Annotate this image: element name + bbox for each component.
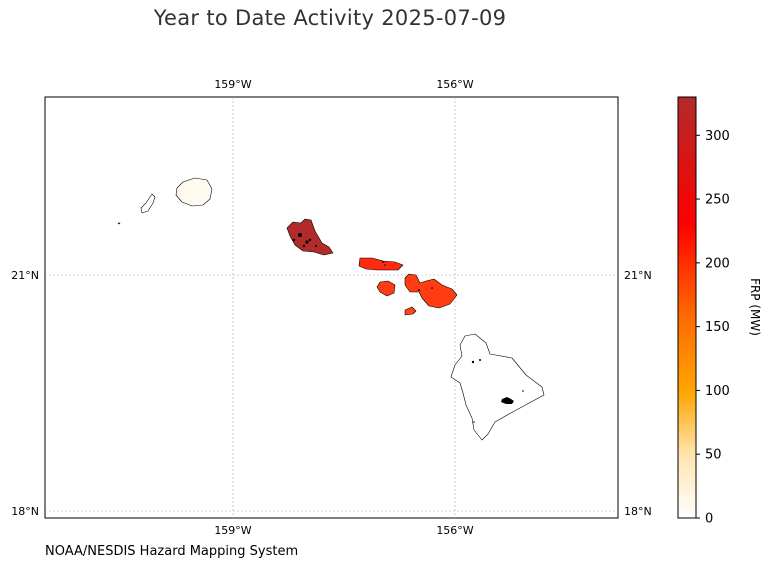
- fire-detections: [292, 233, 524, 423]
- graticule: [45, 97, 618, 518]
- fire-point: [302, 244, 306, 248]
- map-title: Year to Date Activity 2025-07-09: [153, 6, 507, 30]
- island-kauai: [175, 177, 213, 207]
- colorbar-tick-label: 50: [705, 448, 722, 463]
- fire-cluster: [501, 397, 514, 404]
- fire-point: [382, 261, 384, 263]
- island-kahoolawe: [404, 306, 417, 316]
- tick-right-18n: 18°N: [624, 505, 652, 518]
- fire-point: [522, 390, 524, 392]
- tick-left-21n: 21°N: [11, 269, 39, 282]
- fire-point: [384, 264, 386, 266]
- fire-point: [308, 238, 312, 242]
- tick-bottom-156w: 156°W: [436, 524, 473, 537]
- tick-top-159w: 159°W: [214, 78, 251, 91]
- colorbar: [677, 96, 697, 519]
- colorbar-tick-label: 300: [705, 129, 730, 144]
- islet-lehua: [117, 222, 121, 225]
- island-oahu: [286, 218, 334, 256]
- colorbar-tick-label: 0: [705, 512, 713, 527]
- source-credit: NOAA/NESDIS Hazard Mapping System: [45, 544, 299, 559]
- fire-point: [473, 421, 475, 423]
- colorbar-tick-label: 250: [705, 193, 730, 208]
- tick-bottom-159w: 159°W: [214, 524, 251, 537]
- island-molokai: [358, 257, 404, 271]
- fire-point: [315, 245, 317, 247]
- map-frame: [44, 96, 619, 519]
- colorbar-label: FRP (MW): [748, 278, 762, 336]
- fire-point: [479, 359, 481, 361]
- tick-right-21n: 21°N: [624, 269, 652, 282]
- colorbar-tick-label: 150: [705, 320, 730, 335]
- fire-point: [305, 240, 309, 244]
- fire-point: [292, 238, 296, 242]
- island-niihau: [140, 193, 156, 214]
- tick-top-156w: 156°W: [436, 78, 473, 91]
- fire-point: [298, 233, 302, 237]
- tick-left-18n: 18°N: [11, 505, 39, 518]
- island-hawaii: [450, 333, 545, 441]
- island-maui: [404, 273, 458, 309]
- colorbar-ticks: 0 50 100 150 200 250 300: [696, 129, 730, 527]
- colorbar-tick-label: 100: [705, 384, 730, 399]
- fire-point: [431, 287, 433, 289]
- colorbar-tick-label: 200: [705, 256, 730, 271]
- fire-point: [471, 360, 475, 364]
- fire-point: [418, 289, 420, 291]
- island-lanai: [376, 280, 396, 297]
